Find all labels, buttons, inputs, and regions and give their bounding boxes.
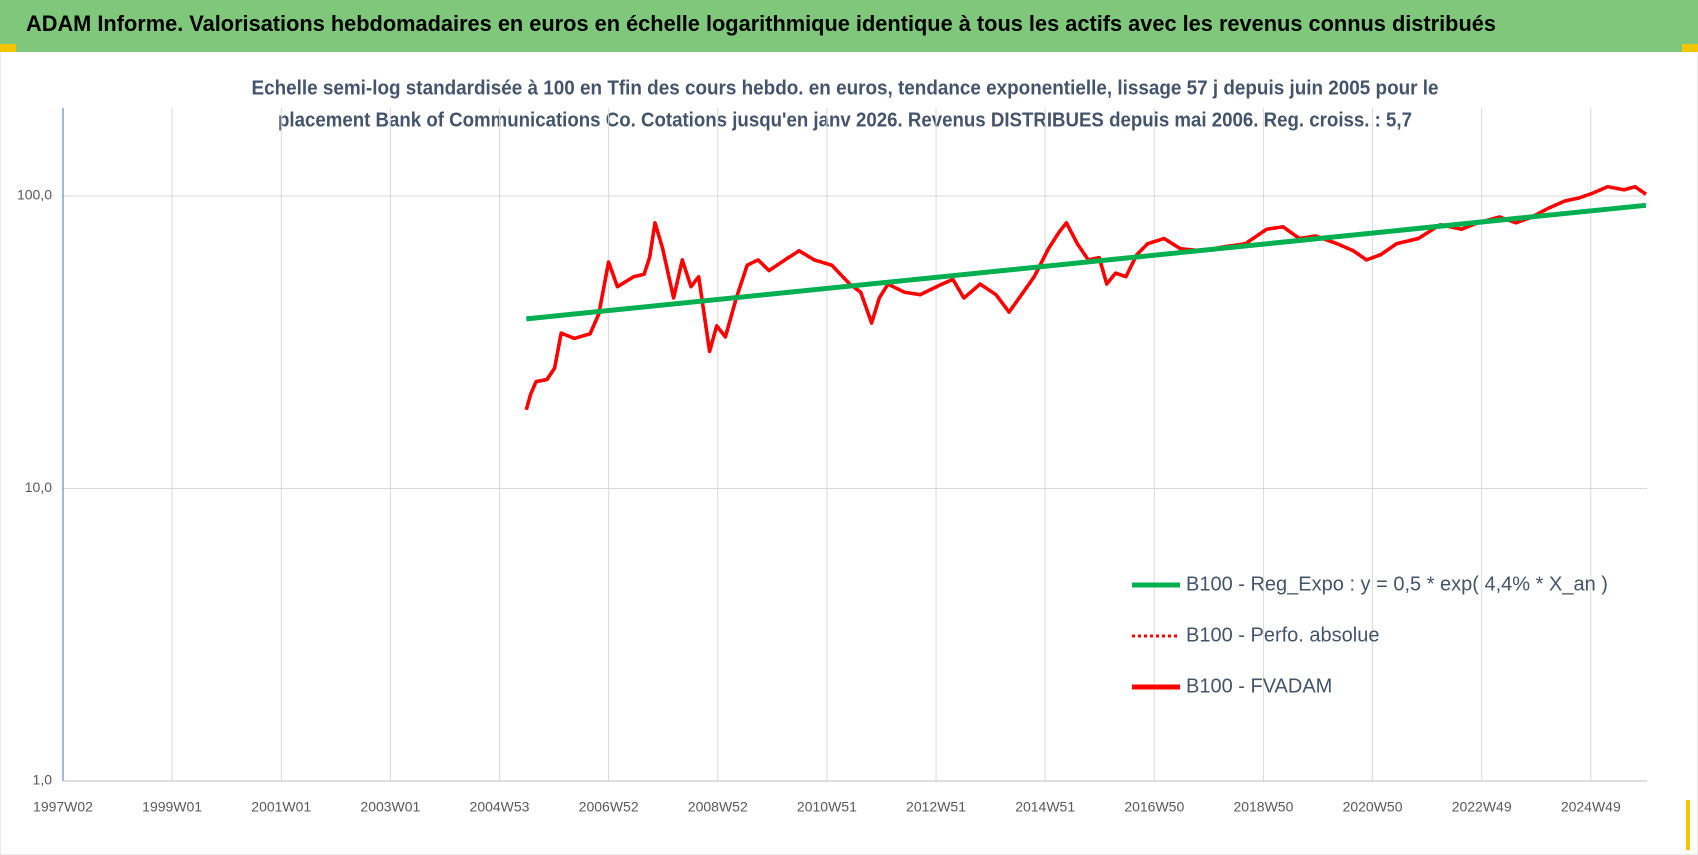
- legend-label: B100 - FVADAM: [1186, 675, 1332, 697]
- series-line: [526, 202, 1647, 322]
- x-tick-label: 2004W53: [470, 799, 530, 815]
- x-tick-label: 2014W51: [1015, 799, 1075, 815]
- x-tick-label: 2003W01: [360, 799, 420, 815]
- x-tick-label: 2010W51: [797, 799, 857, 815]
- y-tick-label: 10,0: [25, 479, 52, 495]
- title-bar: [0, 0, 1698, 52]
- x-tick-label: 1997W02: [33, 799, 93, 815]
- x-tick-label: 2020W50: [1343, 799, 1403, 815]
- legend-label: B100 - Reg_Expo : y = 0,5 * exp( 4,4% * …: [1186, 573, 1608, 595]
- chart-title: ADAM Informe. Valorisations hebdomadaire…: [26, 11, 1496, 36]
- y-tick-label: 1,0: [33, 772, 53, 788]
- x-tick-label: 2008W52: [688, 799, 748, 815]
- series-line: [524, 184, 1647, 411]
- x-tick-label: 2022W49: [1452, 799, 1512, 815]
- x-tick-label: 1999W01: [142, 799, 202, 815]
- x-tick-label: 2016W50: [1124, 799, 1184, 815]
- corner: [0, 44, 16, 52]
- corner: [1682, 44, 1698, 52]
- x-tick-label: 2012W51: [906, 799, 966, 815]
- corner: [1686, 800, 1690, 850]
- x-tick-label: 2006W52: [579, 799, 639, 815]
- y-tick-label: 100,0: [17, 187, 52, 203]
- subtitle: Echelle semi-log standardisée à 100 en T…: [252, 77, 1439, 99]
- x-tick-label: 2024W49: [1561, 799, 1621, 815]
- subtitle: placement Bank of Communications Co. Cot…: [278, 109, 1412, 131]
- x-tick-label: 2018W50: [1233, 799, 1293, 815]
- legend-label: B100 - Perfo. absolue: [1186, 624, 1379, 646]
- x-tick-label: 2001W01: [251, 799, 311, 815]
